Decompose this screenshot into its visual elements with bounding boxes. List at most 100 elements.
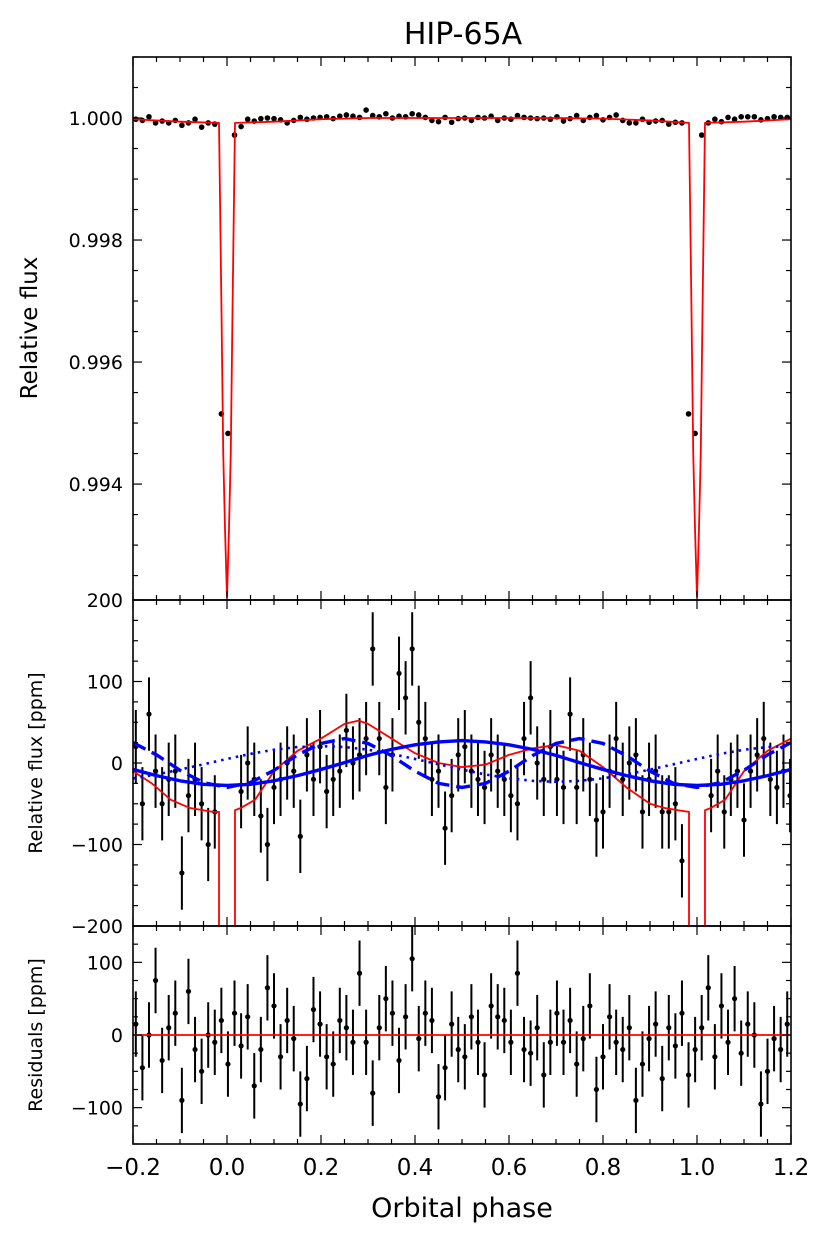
data-point-residuals — [606, 1014, 613, 1020]
data-point-residuals — [179, 1097, 185, 1103]
data-point-flux-ppm — [139, 801, 145, 807]
data-point-residuals — [133, 1021, 139, 1027]
data-point-flux — [415, 112, 422, 118]
data-point-residuals — [501, 1017, 507, 1024]
data-point-flux — [146, 113, 152, 120]
data-point-residuals — [633, 1097, 639, 1103]
data-point-residuals — [600, 1054, 606, 1060]
x-axis-label: Orbital phase — [371, 1193, 553, 1224]
data-point-flux-ppm — [560, 784, 567, 791]
data-point-flux-ppm — [291, 768, 297, 774]
data-point-flux-ppm — [409, 646, 415, 652]
data-point-flux-ppm — [271, 784, 277, 791]
x-tick-label: −0.2 — [105, 1155, 161, 1181]
data-point-residuals — [159, 1057, 165, 1064]
data-point-residuals — [488, 1003, 494, 1009]
y-tick-label-flux: 0.996 — [69, 352, 123, 374]
data-point-residuals — [185, 988, 192, 995]
series-line-reflection-component — [133, 738, 791, 788]
data-point-flux-ppm — [514, 801, 521, 807]
data-point-flux — [271, 115, 277, 122]
data-point-residuals — [738, 1050, 744, 1056]
data-point-residuals — [389, 1010, 396, 1016]
data-point-residuals — [429, 1017, 435, 1024]
data-point-flux-ppm — [761, 735, 767, 742]
data-point-flux-ppm — [734, 768, 741, 774]
x-tick-label: 0.8 — [585, 1155, 622, 1181]
y-tick-label-flux-ppm: −100 — [71, 835, 123, 857]
data-point-residuals — [554, 1010, 560, 1016]
data-point-flux-ppm — [304, 752, 310, 758]
y-tick-label-residuals: 100 — [87, 952, 123, 974]
data-point-flux-ppm — [721, 809, 727, 815]
data-point-residuals — [245, 1014, 251, 1020]
series-line-transit-model — [133, 117, 791, 598]
data-point-residuals — [271, 1003, 277, 1009]
data-point-residuals — [166, 1025, 172, 1031]
data-point-flux — [198, 124, 205, 130]
data-point-flux-ppm — [528, 695, 534, 701]
data-point-flux-ppm — [343, 727, 349, 734]
data-point-residuals — [567, 1017, 573, 1024]
data-point-flux-ppm — [403, 695, 409, 701]
panel-flux: 0.994 0.996 0.998 1.000 Relative flux — [17, 56, 792, 601]
data-point-flux — [435, 118, 442, 125]
data-point-flux-ppm — [383, 784, 389, 791]
data-point-flux-ppm — [324, 788, 330, 795]
data-point-residuals — [172, 1010, 178, 1016]
x-tick-label: 0.6 — [491, 1155, 528, 1181]
data-point-flux — [429, 117, 435, 124]
data-point-residuals — [139, 1065, 145, 1071]
data-point-flux-ppm — [396, 670, 402, 676]
data-point-residuals — [653, 1021, 659, 1027]
data-point-residuals — [672, 1043, 678, 1049]
data-point-flux — [297, 114, 304, 121]
data-point-residuals — [778, 1046, 784, 1053]
data-point-flux — [666, 121, 672, 127]
data-point-residuals — [225, 1061, 231, 1067]
data-point-residuals — [620, 1046, 626, 1053]
data-point-residuals — [277, 1054, 284, 1060]
panel-residuals: −100 0 100 Residuals [ppm] — [25, 925, 792, 1145]
data-point-residuals — [297, 1101, 303, 1107]
data-point-flux-ppm — [633, 752, 639, 758]
data-point-flux-ppm — [488, 752, 494, 758]
ylabel-flux-ppm: Relative flux [ppm] — [25, 672, 47, 853]
data-point-flux-ppm — [508, 793, 514, 799]
data-point-flux-ppm — [429, 776, 435, 782]
data-point-residuals — [685, 1072, 692, 1078]
data-point-residuals — [231, 1010, 238, 1016]
x-tick-label: 0.0 — [209, 1155, 246, 1181]
data-point-flux-ppm — [521, 735, 527, 742]
ylabel-flux: Relative flux — [17, 257, 43, 400]
data-point-residuals — [718, 1003, 725, 1009]
data-point-flux-ppm — [258, 813, 264, 819]
data-point-flux — [363, 107, 369, 113]
data-point-residuals — [264, 985, 271, 991]
data-point-residuals — [192, 1046, 198, 1053]
data-point-flux-ppm — [376, 735, 382, 742]
data-point-flux-ppm — [238, 788, 244, 795]
data-point-flux-ppm — [179, 870, 185, 876]
data-point-residuals — [317, 1021, 323, 1027]
plot-area-residuals — [133, 926, 791, 1137]
data-point-residuals — [528, 1050, 534, 1056]
data-point-residuals — [284, 1017, 290, 1024]
data-point-residuals — [396, 1057, 402, 1064]
data-point-residuals — [383, 996, 389, 1002]
series-line-ellipsoidal-component — [133, 736, 791, 790]
data-point-flux — [751, 113, 758, 120]
data-point-residuals — [376, 1025, 382, 1031]
data-point-residuals — [560, 1039, 567, 1045]
data-point-residuals — [442, 1065, 448, 1071]
data-point-flux-ppm — [363, 735, 369, 742]
data-point-flux-ppm — [534, 760, 540, 766]
ticks-residuals: −100 0 100 — [71, 925, 792, 1145]
data-point-flux-ppm — [146, 711, 152, 717]
data-point-flux-ppm — [495, 768, 501, 774]
data-point-residuals — [764, 1068, 771, 1074]
data-point-flux — [744, 113, 751, 120]
data-point-residuals — [771, 1036, 777, 1042]
data-point-residuals — [732, 996, 738, 1002]
